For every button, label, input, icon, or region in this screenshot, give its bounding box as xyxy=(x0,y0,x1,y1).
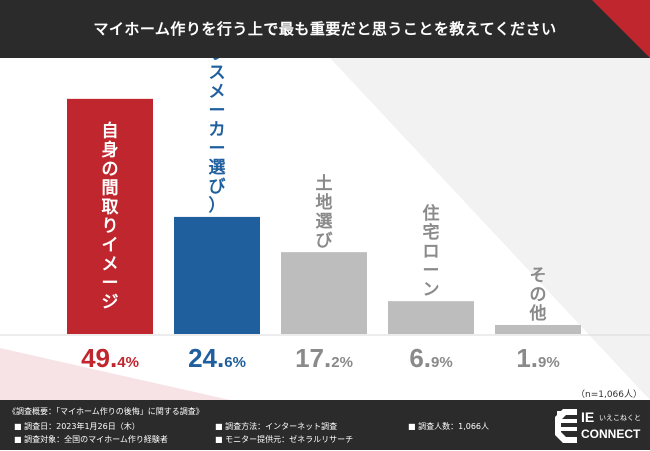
category-label: 土地選び xyxy=(316,173,333,251)
bar xyxy=(388,301,474,334)
ie-connect-logo: IE いえこねくと CONNECT xyxy=(555,405,645,447)
value-label: 17.2% xyxy=(295,343,353,373)
category-label: 住宅ローン xyxy=(423,203,440,300)
sample-size-note: （n=1,066人） xyxy=(575,390,642,400)
survey-date: ■ 調査日：2023年1月26日（木） xyxy=(14,422,140,431)
footer-survey-info: 《調査概要：「マイホーム作りの後悔」に関する調査》 ■ 調査日：2023年1月2… xyxy=(0,400,650,450)
header-accent xyxy=(592,0,650,58)
value-label: 1.9% xyxy=(516,343,559,373)
chart-title: マイホーム作りを行う上で最も重要だと思うことを教えてください xyxy=(93,20,557,38)
background-shape xyxy=(330,58,650,400)
bar xyxy=(67,98,153,334)
header-bar: マイホーム作りを行う上で最も重要だと思うことを教えてください xyxy=(0,0,650,58)
logo-name: CONNECT xyxy=(581,427,641,441)
bar-chart: 自身の間取りイメージ 49.4% 営業マン（ハウスメーカー選び） 24.6% 土地選び 1… xyxy=(0,58,650,400)
value-label: 49.4% xyxy=(81,343,139,373)
bar xyxy=(174,216,260,334)
bar xyxy=(495,324,581,334)
category-label: その他 xyxy=(529,266,547,324)
category-label: 営業マン（ハウスメーカー選び） xyxy=(209,58,226,216)
chart-area: 自身の間取りイメージ 49.4% 営業マン（ハウスメーカー選び） 24.6% 土地選び 1… xyxy=(0,58,650,400)
value-label: 6.9% xyxy=(409,343,452,373)
survey-target: ■ 調査対象：全国のマイホーム作り経験者 xyxy=(14,435,168,444)
bars-group: 自身の間取りイメージ 49.4% 営業マン（ハウスメーカー選び） 24.6% 土地選び 1… xyxy=(67,58,581,373)
survey-method: ■ 調査方法：インターネット調査 xyxy=(215,422,338,431)
category-label: 自身の間取りイメージ xyxy=(102,120,119,312)
bar xyxy=(281,252,367,334)
value-label: 24.6% xyxy=(188,343,246,373)
survey-count: ■ 調査人数：1,066人 xyxy=(408,422,490,431)
background-shape xyxy=(0,348,230,400)
survey-provider: ■ モニター提供元：ゼネラルリサーチ xyxy=(215,435,354,444)
logo-sub: いえこねくと xyxy=(599,414,641,422)
logo-brand: IE xyxy=(581,409,594,425)
survey-title: 《調査概要：「マイホーム作りの後悔」に関する調査》 xyxy=(8,407,204,416)
